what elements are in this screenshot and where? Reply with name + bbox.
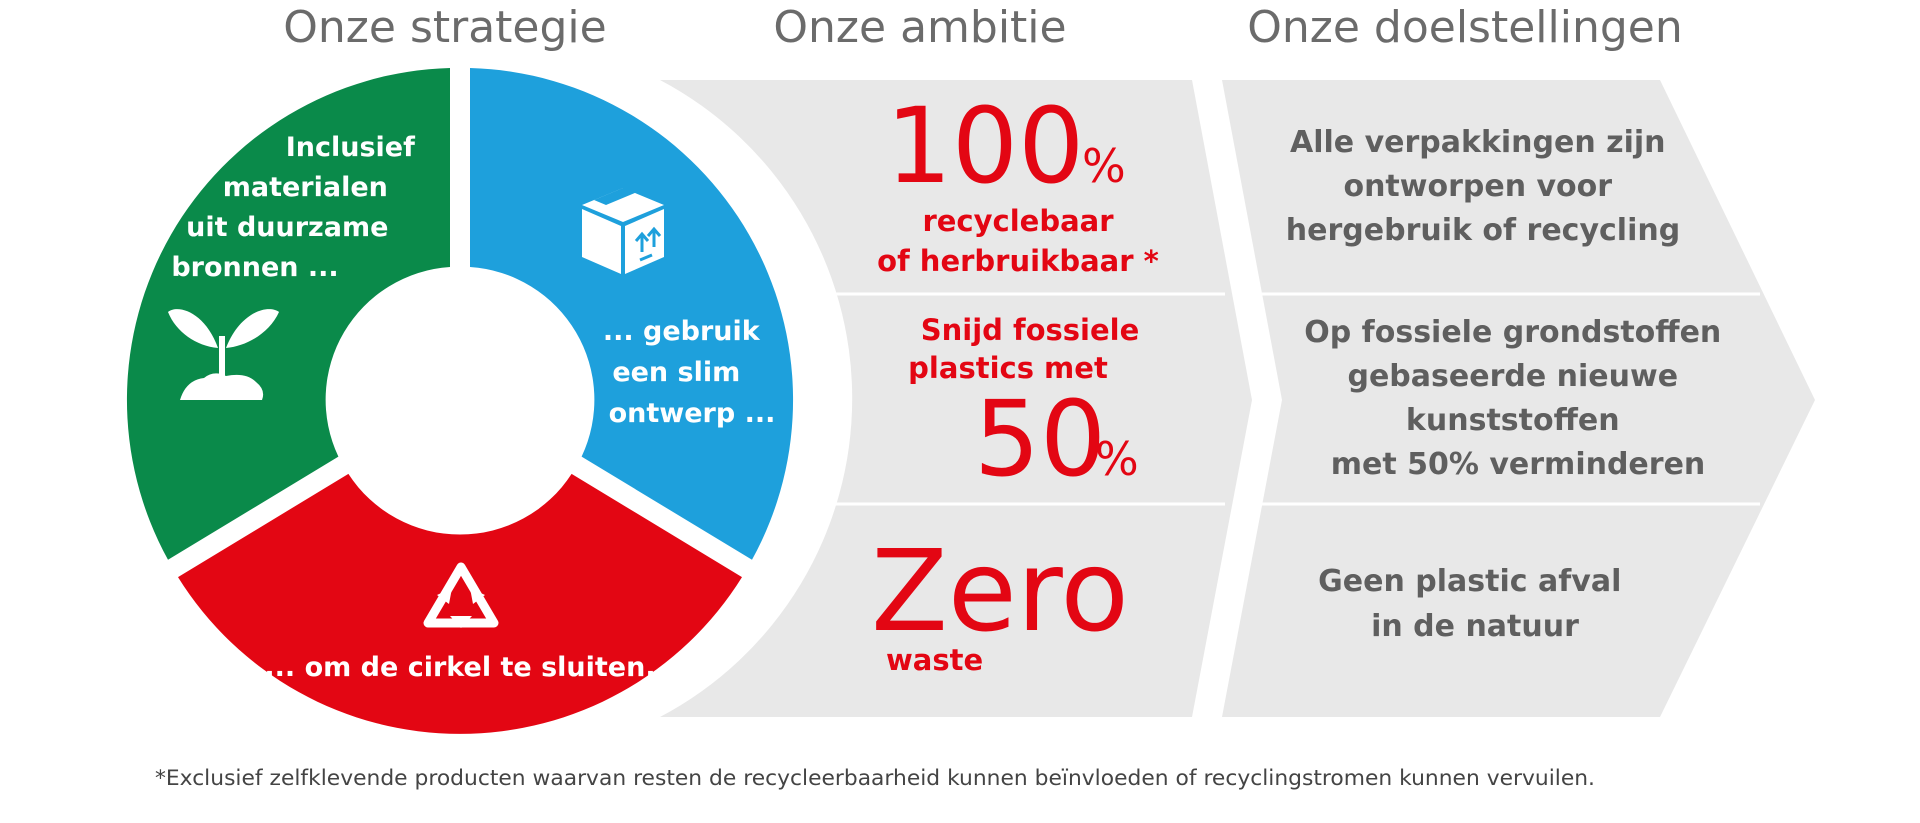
ambition-zero: Zero <box>871 527 1129 657</box>
goals-row2-line-3: kunststoffen <box>1406 403 1620 438</box>
donut-segment-green <box>126 68 451 560</box>
goals-row1-line-3: hergebruik of recycling <box>1286 213 1680 248</box>
goals-row3-line-1: Geen plastic afval <box>1318 564 1621 599</box>
plant-sprout-icon <box>168 309 279 400</box>
goals-row1-line-1: Alle verpakkingen zijn <box>1290 125 1666 160</box>
ambition-row2-line-2: plastics met <box>908 351 1108 385</box>
goals-row3-text: Geen plastic afval in de natuur <box>1318 564 1632 644</box>
header-strategy: Onze strategie <box>283 2 606 53</box>
green-segment-text: Inclusief materialen uit duurzame bronne… <box>171 132 424 283</box>
header-goals: Onze doelstellingen <box>1247 2 1683 53</box>
goals-row2-line-1: Op fossiele grondstoffen <box>1304 315 1721 350</box>
red-segment-text: ... om de cirkel te sluiten. <box>264 652 655 683</box>
goals-row2-line-2: gebaseerde nieuwe <box>1347 359 1678 394</box>
green-line-1: Inclusief <box>286 132 415 163</box>
blue-line-3: ontwerp ... <box>609 398 776 429</box>
blue-line-2: een slim <box>612 357 740 388</box>
footnote: *Exclusief zelfklevende producten waarva… <box>155 766 1595 790</box>
green-line-3: uit duurzame <box>186 212 388 243</box>
donut-segment-blue <box>470 68 794 560</box>
goals-row2-text: Op fossiele grondstoffen gebaseerde nieu… <box>1304 315 1731 482</box>
ambition-100-number: 100 <box>886 85 1085 207</box>
green-line-4: bronnen ... <box>171 252 338 283</box>
goals-panel <box>1222 80 1815 717</box>
goals-row2-line-4: met 50% verminderen <box>1331 447 1706 482</box>
ambition-row1-line-2: of herbruikbaar * <box>877 244 1159 278</box>
goals-row1-text: Alle verpakkingen zijn ontworpen voor he… <box>1286 125 1680 248</box>
blue-line-1: ... gebruik <box>603 316 761 347</box>
donut-segment-red <box>178 473 742 734</box>
ambition-50-number: 50 <box>974 378 1106 500</box>
ambition-panel <box>660 80 1252 717</box>
blue-segment-text: ... gebruik een slim ontwerp ... <box>603 316 776 429</box>
goals-row1-line-2: ontworpen voor <box>1343 169 1612 204</box>
header-ambition: Onze ambitie <box>773 2 1066 53</box>
goals-row3-line-2: in de natuur <box>1371 609 1579 644</box>
ambition-100-unit: % <box>1082 139 1126 193</box>
recycle-icon-arrows <box>437 588 485 628</box>
ambition-50-unit: % <box>1095 432 1139 486</box>
box-package-icon <box>582 185 664 274</box>
ambition-row1-line-1: recyclebaar <box>922 204 1114 238</box>
ambition-waste: waste <box>886 643 983 677</box>
green-line-2: materialen <box>223 172 388 203</box>
ambition-row2-line-1: Snijd fossiele <box>921 313 1140 347</box>
